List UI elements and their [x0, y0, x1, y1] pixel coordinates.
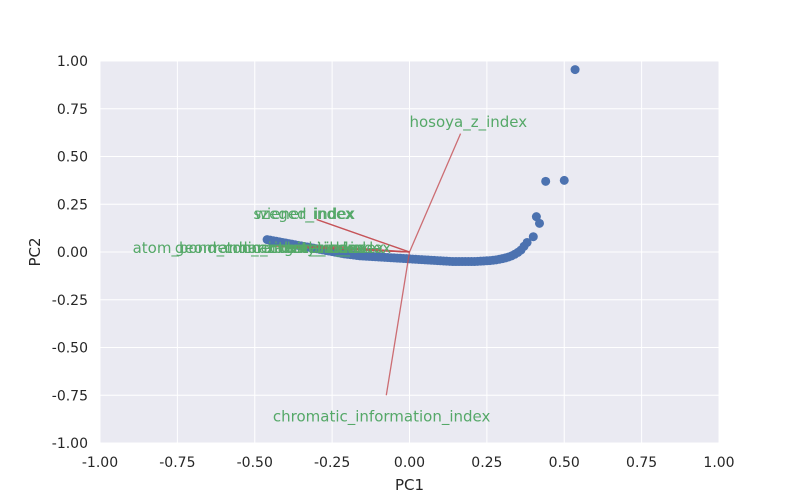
y-tick-label: 0.50	[57, 150, 88, 166]
loading-label: zagreb_index	[267, 239, 367, 258]
loading-labels: hosoya_z_index chromatic_information_inde…	[133, 113, 528, 426]
y-tick-label: 0.00	[57, 245, 88, 261]
loading-label: atom_bond_connectivity_index	[133, 239, 365, 258]
y-tick-label: -0.50	[52, 341, 88, 357]
loading-label: szeged_index	[253, 205, 355, 224]
y-tick-label: 1.00	[57, 54, 88, 70]
loading-label: estrada_index	[286, 239, 392, 258]
data-point	[534, 218, 544, 228]
data-point	[528, 232, 538, 242]
x-tick-label: -0.75	[159, 455, 195, 471]
loading-label: chromatic_information_index	[273, 407, 491, 426]
loading-label: hosoya_z_index	[409, 113, 527, 132]
y-tick-label: -1.00	[52, 436, 88, 452]
loading-vector	[316, 218, 410, 253]
data-point	[541, 176, 551, 186]
x-tick-label: -0.50	[237, 455, 273, 471]
x-tick-label: 0.25	[471, 455, 502, 471]
loading-vector	[332, 245, 410, 253]
data-point	[522, 237, 532, 247]
y-tick-label: 0.25	[57, 197, 88, 213]
x-tick-label: 0.00	[394, 455, 425, 471]
loading-label: harmonic_index	[239, 239, 358, 258]
y-axis-label: PC2	[26, 237, 44, 266]
loading-vector	[385, 251, 411, 396]
loading-label: wiener_index	[255, 205, 354, 224]
loading-label: randic_index	[213, 239, 308, 258]
x-tick-label: -0.25	[314, 455, 350, 471]
y-tick-labels: 1.00 0.75 0.50 0.25 0.00 -0.25 -0.50 -0.75 -1.00	[52, 54, 88, 452]
y-tick-label: -0.25	[52, 293, 88, 309]
data-point	[570, 65, 580, 75]
x-axis-label: PC1	[395, 476, 424, 494]
x-tick-label: 0.50	[549, 455, 580, 471]
loading-vectors	[270, 133, 462, 396]
x-tick-label: 1.00	[703, 455, 734, 471]
x-tick-labels: -1.00 -0.75 -0.50 -0.25 0.00 0.25 0.50 0.75 1.00	[82, 455, 735, 471]
data-point	[559, 175, 569, 185]
loading-vector	[408, 133, 462, 253]
x-tick-label: 0.75	[626, 455, 657, 471]
loading-label: geometric_arithmetic_index	[175, 239, 384, 258]
y-tick-label: 0.75	[57, 102, 88, 118]
data-point	[531, 212, 541, 222]
y-tick-label: -0.75	[52, 388, 88, 404]
x-tick-label: -1.00	[82, 455, 118, 471]
